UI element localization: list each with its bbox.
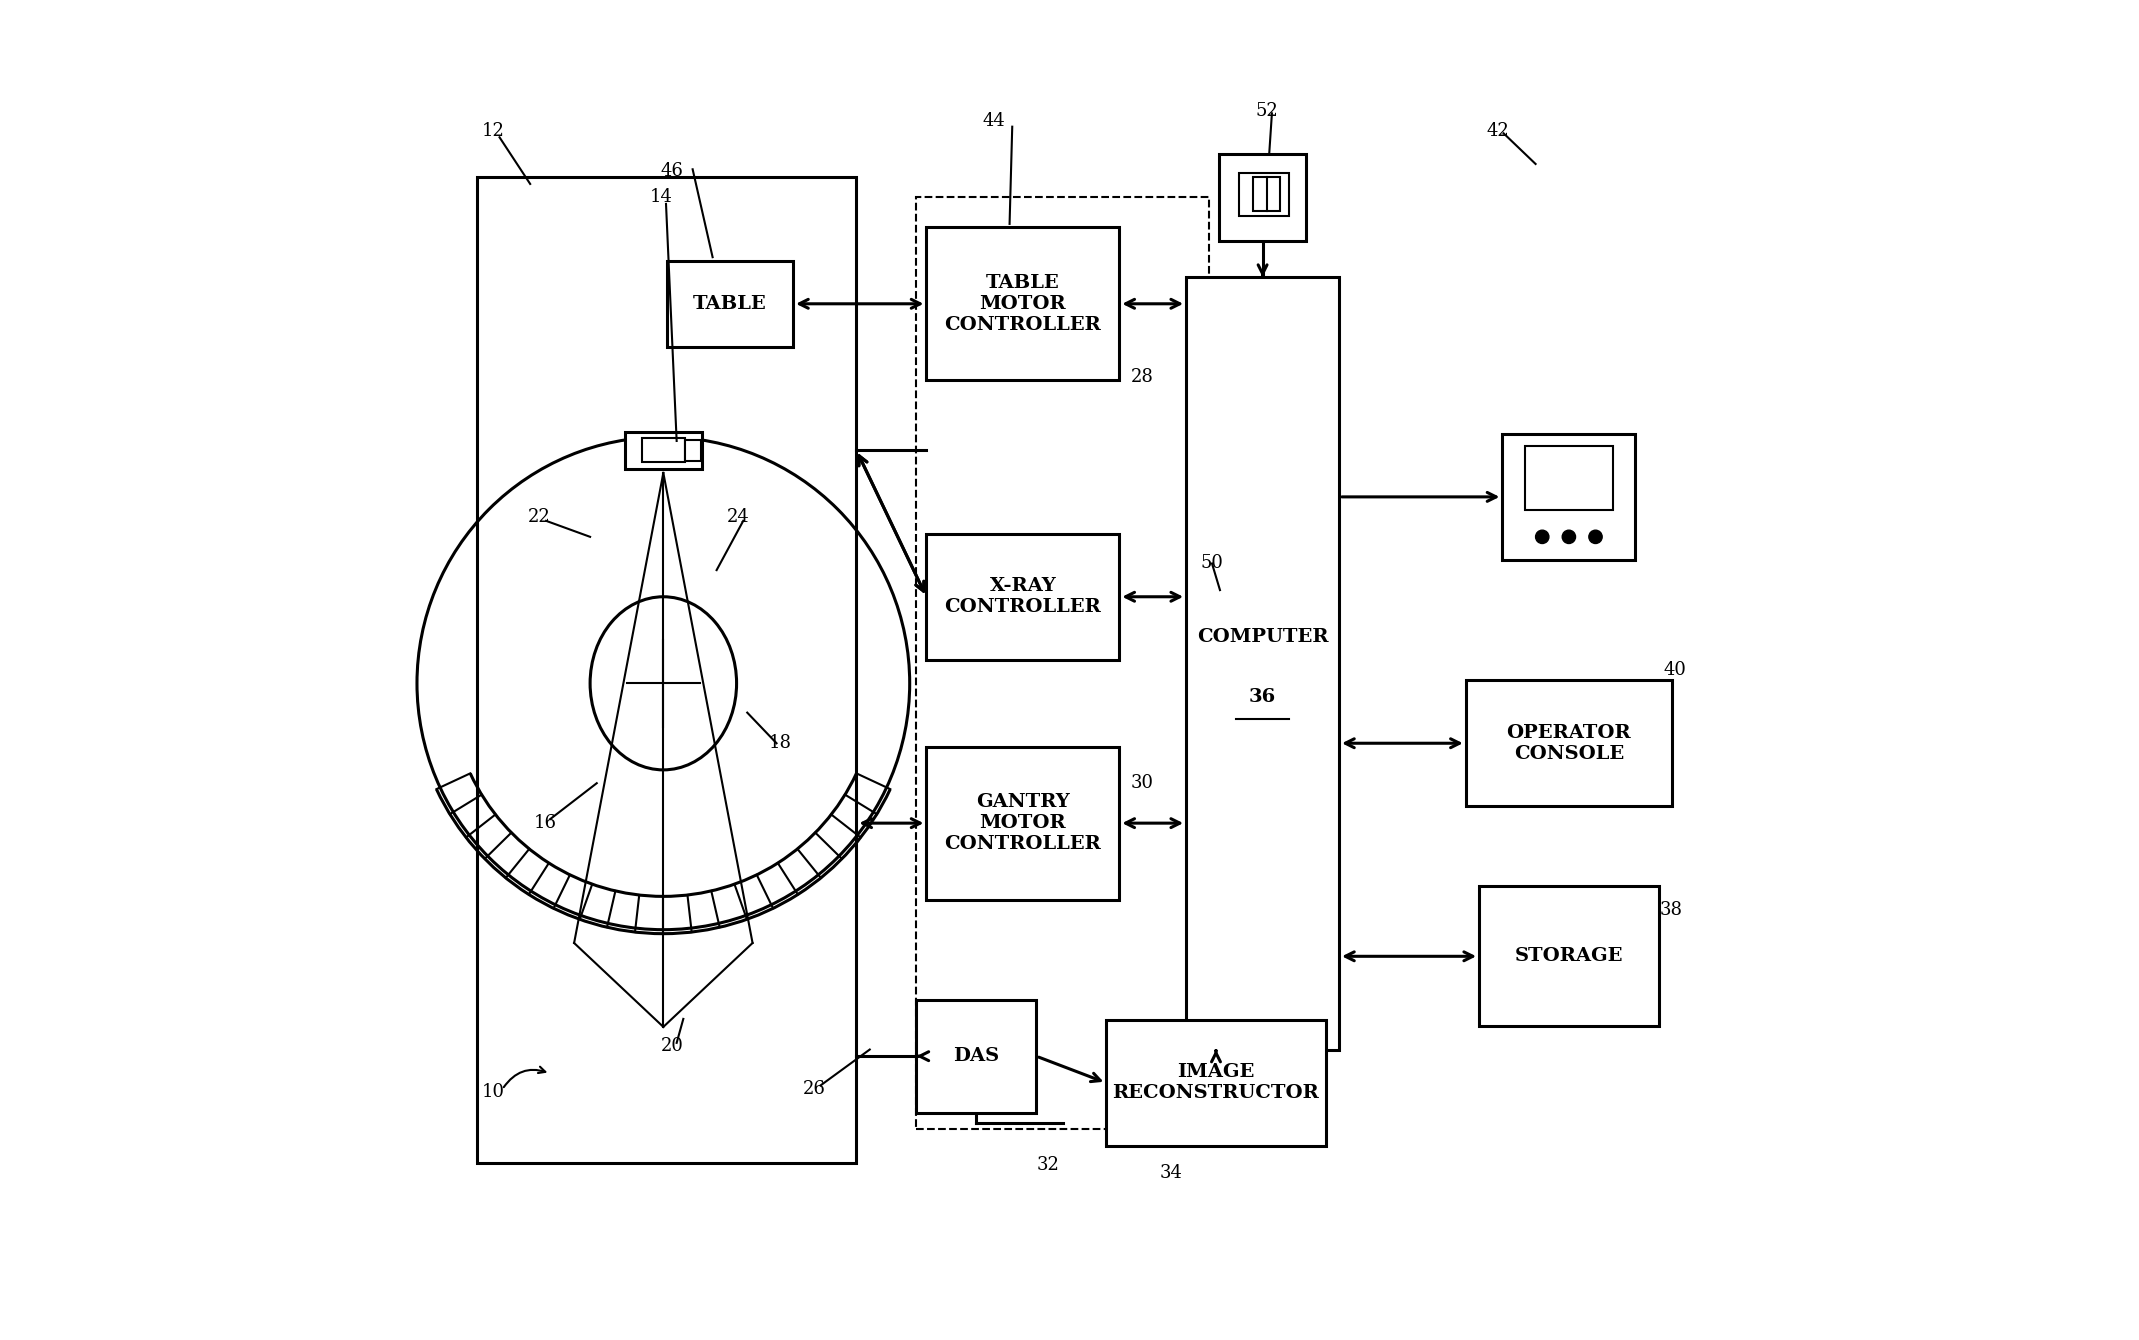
Bar: [915, 197, 1209, 1130]
Bar: [1525, 446, 1613, 511]
Bar: [1106, 1020, 1326, 1146]
Bar: [625, 431, 702, 469]
Text: 44: 44: [984, 113, 1005, 130]
Text: 12: 12: [481, 122, 505, 139]
Circle shape: [1536, 531, 1549, 544]
Text: STORAGE: STORAGE: [1514, 947, 1624, 965]
Text: 20: 20: [661, 1037, 684, 1055]
Text: 52: 52: [1256, 102, 1279, 119]
Bar: [667, 260, 794, 347]
Bar: [642, 438, 684, 462]
Bar: [1502, 434, 1636, 560]
Bar: [926, 746, 1119, 899]
Text: 42: 42: [1487, 122, 1508, 139]
Text: 16: 16: [535, 815, 556, 832]
Bar: [1219, 154, 1307, 241]
Bar: [477, 177, 856, 1163]
Circle shape: [1561, 531, 1576, 544]
Bar: [1253, 177, 1279, 210]
Bar: [915, 1000, 1035, 1112]
Text: X-RAY
CONTROLLER: X-RAY CONTROLLER: [945, 578, 1102, 616]
Text: TABLE
MOTOR
CONTROLLER: TABLE MOTOR CONTROLLER: [945, 273, 1102, 334]
Text: DAS: DAS: [954, 1047, 999, 1065]
Text: TABLE: TABLE: [693, 295, 766, 312]
Bar: [1478, 886, 1658, 1026]
Text: 50: 50: [1200, 555, 1224, 572]
Bar: [1238, 173, 1290, 216]
Text: 24: 24: [727, 508, 751, 525]
Text: 38: 38: [1660, 900, 1683, 919]
Text: 40: 40: [1664, 661, 1686, 679]
Bar: [1465, 679, 1673, 807]
Text: 10: 10: [481, 1083, 505, 1101]
Text: GANTRY
MOTOR
CONTROLLER: GANTRY MOTOR CONTROLLER: [945, 793, 1102, 854]
Text: COMPUTER: COMPUTER: [1198, 627, 1328, 646]
Bar: [926, 533, 1119, 661]
Text: 18: 18: [768, 734, 791, 752]
Text: OPERATOR
CONSOLE: OPERATOR CONSOLE: [1506, 724, 1632, 762]
Text: 30: 30: [1132, 775, 1153, 792]
Text: 22: 22: [528, 508, 550, 525]
Bar: [926, 228, 1119, 381]
Text: 32: 32: [1035, 1156, 1059, 1174]
Text: 36: 36: [1249, 687, 1277, 706]
Text: 26: 26: [802, 1080, 826, 1099]
Bar: [1185, 277, 1339, 1049]
Text: 14: 14: [650, 188, 674, 206]
Bar: [684, 440, 702, 461]
Text: IMAGE
RECONSTRUCTOR: IMAGE RECONSTRUCTOR: [1112, 1064, 1320, 1103]
Text: 34: 34: [1159, 1164, 1183, 1182]
Circle shape: [1589, 531, 1602, 544]
Text: 28: 28: [1132, 369, 1153, 386]
Text: 46: 46: [661, 162, 684, 180]
